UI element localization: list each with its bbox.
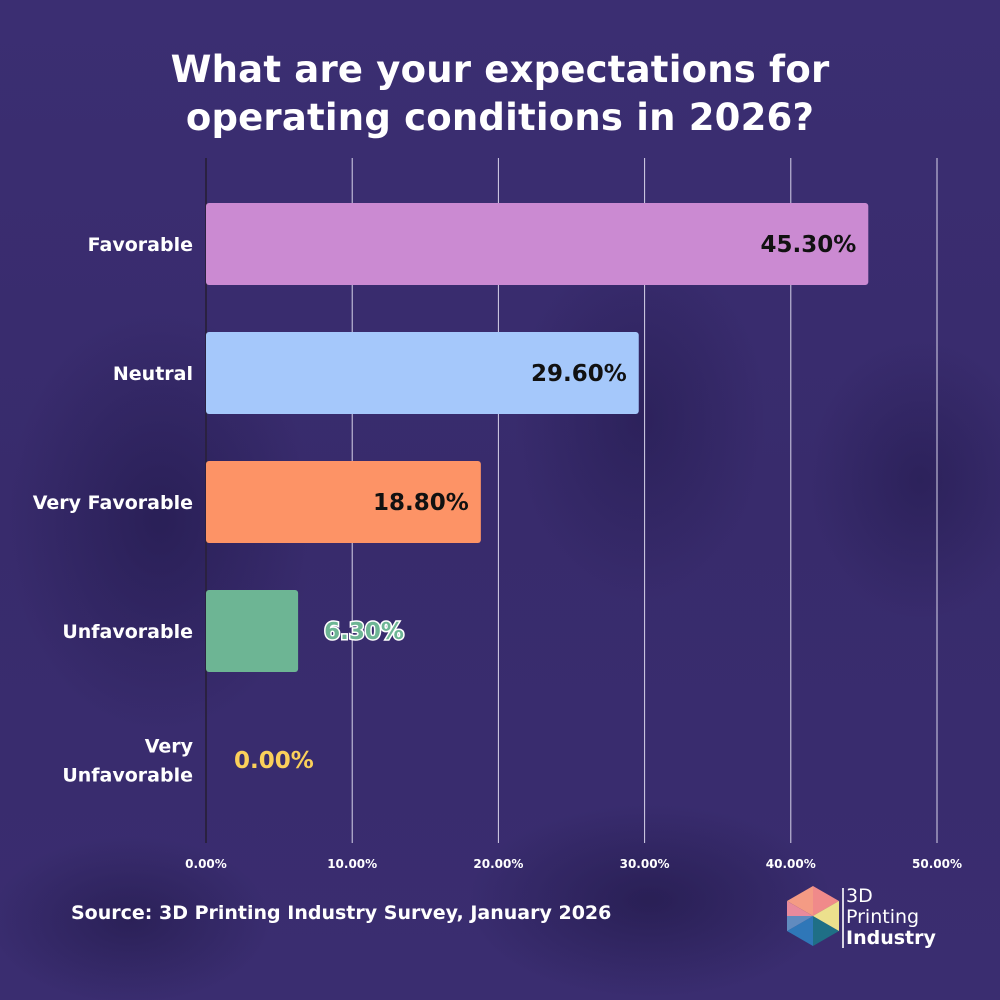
value-label: 45.30% bbox=[760, 232, 856, 258]
bar-unfavorable bbox=[206, 590, 299, 672]
value-label: 29.60% bbox=[531, 361, 627, 387]
x-tick-label: 40.00% bbox=[766, 857, 816, 871]
x-tick-label: 0.00% bbox=[185, 857, 227, 871]
chart-title: What are your expectations for operating… bbox=[0, 46, 1000, 142]
logo-divider bbox=[842, 888, 844, 948]
x-tick-label: 30.00% bbox=[620, 857, 670, 871]
brand-logo: 3D Printing Industry bbox=[785, 884, 965, 954]
source-note: Source: 3D Printing Industry Survey, Jan… bbox=[71, 902, 612, 924]
chart-title-line-2: operating conditions in 2026? bbox=[185, 96, 815, 139]
bars bbox=[206, 203, 869, 672]
category-label: Very Unfavorable bbox=[62, 736, 193, 787]
chart-title-line-1: What are your expectations for bbox=[170, 48, 830, 91]
value-label: 0.00% bbox=[234, 748, 314, 774]
value-label: 18.80% bbox=[373, 490, 469, 516]
bar-neutral bbox=[206, 332, 639, 414]
bar-favorable bbox=[206, 203, 869, 285]
category-label: Unfavorable bbox=[62, 621, 193, 643]
value-label: 6.30% bbox=[324, 619, 404, 645]
x-tick-labels: 0.00% 10.00% 20.00% 30.00% 40.00% 50.00% bbox=[185, 857, 962, 871]
value-labels: 45.30% 29.60% 18.80% 6.30% 0.00% bbox=[234, 232, 856, 774]
category-label: Favorable bbox=[88, 234, 193, 256]
x-tick-label: 20.00% bbox=[473, 857, 523, 871]
category-label: Very Favorable bbox=[33, 492, 193, 514]
category-labels: Favorable Neutral Very Favorable Unfavorabl… bbox=[33, 234, 194, 787]
x-tick-label: 50.00% bbox=[912, 857, 962, 871]
bar-very-favorable bbox=[206, 461, 481, 543]
hexagon-logo-icon bbox=[787, 886, 839, 946]
category-label: Neutral bbox=[113, 363, 193, 385]
logo-wordmark: 3D Printing Industry bbox=[846, 886, 936, 949]
logo-line-2: Printing bbox=[846, 906, 920, 928]
x-tick-label: 10.00% bbox=[327, 857, 377, 871]
logo-line-3: Industry bbox=[846, 927, 936, 949]
logo-line-1: 3D bbox=[846, 885, 873, 907]
